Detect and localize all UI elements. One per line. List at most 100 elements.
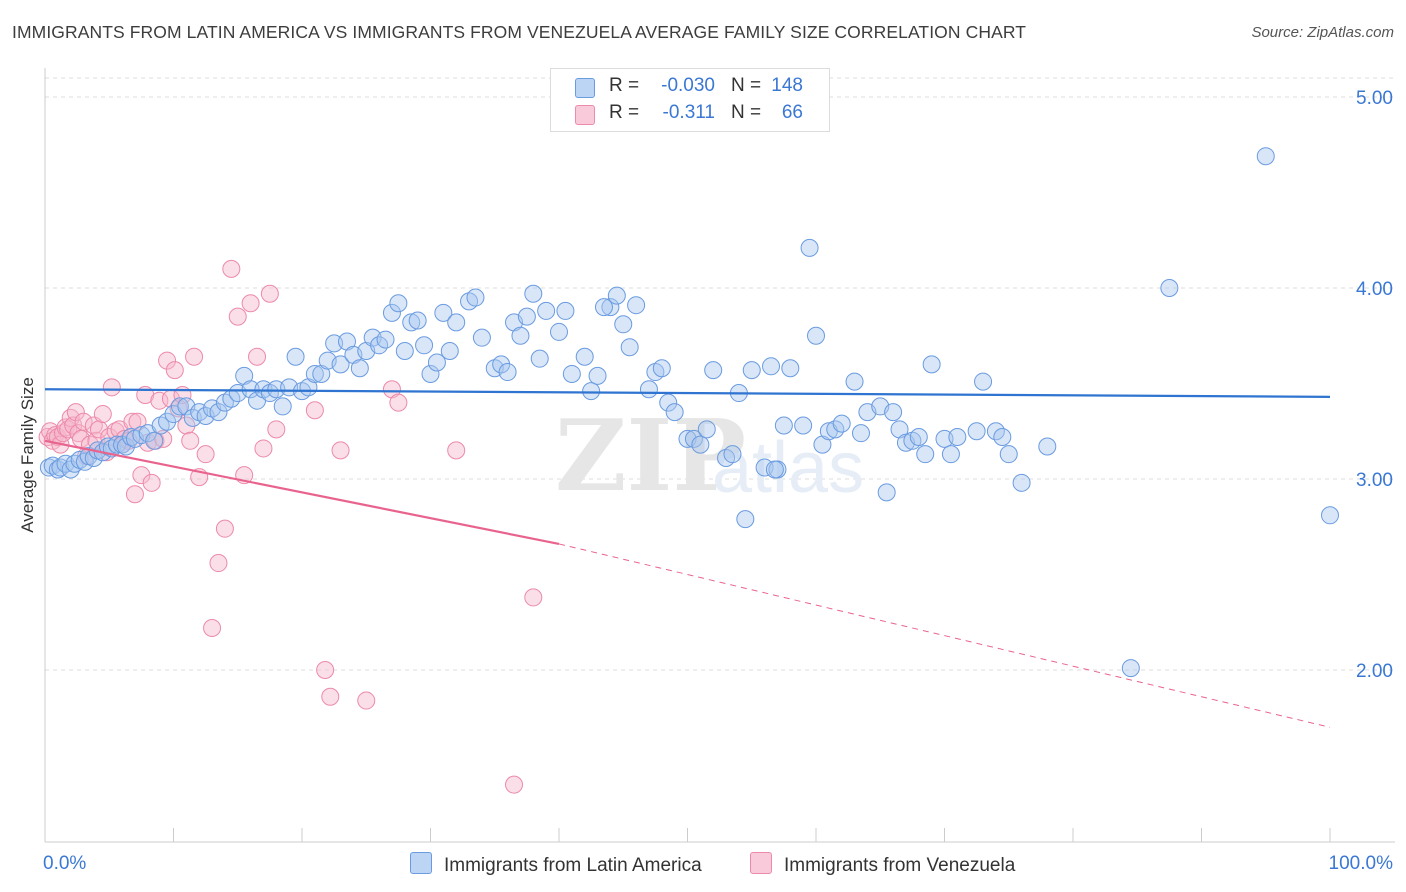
data-point-venezuela [215,519,234,538]
data-point-latin-america [466,288,485,307]
data-point-latin-america [639,380,658,399]
data-point-latin-america [665,403,684,422]
data-point-latin-america [170,397,189,416]
data-point-latin-america [116,437,135,456]
data-point-venezuela [123,412,142,431]
x-tick-label-min: 0.0% [43,853,86,874]
trend-lines [44,388,1331,728]
y-tick-label: 3.00 [1356,470,1393,491]
data-point-latin-america [537,301,556,320]
trend-line-latin-america [44,388,1331,398]
data-point-latin-america [472,328,491,347]
watermark-atlas: atlas [712,428,864,508]
data-point-venezuela [241,294,260,313]
data-point-venezuela [203,618,222,637]
data-point-latin-america [832,414,851,433]
legend-row-venezuela: R = -0.311 N = 66 [551,100,829,128]
data-point-latin-america [774,416,793,435]
data-point-venezuela [209,554,228,573]
data-point-latin-america [781,359,800,378]
source-note: Source: ZipAtlas.com [1251,24,1394,41]
data-point-venezuela [222,259,241,278]
data-point-venezuela [524,588,543,607]
data-point-venezuela [177,416,196,435]
data-point-latin-america [999,445,1018,464]
data-point-venezuela [181,431,200,450]
data-point-latin-america [974,372,993,391]
data-point-venezuela [74,412,93,431]
data-point-venezuela [196,445,215,464]
data-point-latin-america [434,303,453,322]
bottom-legend-venezuela: Immigrants from Venezuela [750,852,1015,877]
bottom-legend-swatch-pink [750,852,772,874]
data-point-latin-america [331,355,350,374]
data-point-latin-america [421,364,440,383]
legend-swatch-blue [575,78,595,98]
data-point-venezuela [102,378,121,397]
data-point-latin-america [1160,279,1179,297]
data-point-latin-america [440,342,459,361]
data-point-latin-america [948,427,967,446]
data-point-venezuela [150,391,169,410]
data-point-latin-america [550,322,568,341]
chart-title: IMMIGRANTS FROM LATIN AMERICA VS IMMIGRA… [12,22,1027,42]
data-point-latin-america [402,313,421,332]
data-point-latin-america [941,445,960,464]
data-point-venezuela [260,284,279,303]
data-point-latin-america [765,460,784,479]
legend-n-value: 66 [781,102,803,123]
data-point-venezuela [316,661,335,679]
data-point-venezuela [505,775,524,794]
data-point-latin-america [389,294,408,313]
data-point-latin-america [427,353,446,372]
bottom-legend-latin-america: Immigrants from Latin America [410,852,702,877]
data-point-venezuela [267,420,286,439]
legend-n-label: N = [731,102,762,123]
legend-r-label: R = [609,102,640,123]
data-point-venezuela [158,351,177,370]
y-tick-label: 2.00 [1356,661,1393,682]
data-point-latin-america [697,420,716,439]
legend-n-label: N = [731,75,762,96]
data-point-latin-america [492,355,511,374]
legend-n-value: 148 [771,75,803,96]
data-point-latin-america [916,445,935,464]
data-point-latin-america [614,315,633,334]
series-latin-america [39,147,1339,678]
correlation-legend: R = -0.030 N = 148 R = -0.311 N = 66 [550,68,830,132]
data-point-latin-america [305,364,324,383]
data-point-latin-america [794,416,813,435]
legend-swatch-pink [575,105,595,125]
data-point-latin-america [286,347,305,366]
data-point-latin-america [209,403,228,422]
watermark-zip: ZIP [555,399,746,514]
data-point-latin-america [1321,506,1339,525]
data-point-latin-america [517,307,536,326]
data-point-latin-america [800,238,819,257]
data-point-venezuela [447,441,466,460]
data-point-latin-america [158,412,177,431]
bottom-legend-swatch-blue [410,852,432,874]
data-point-latin-america [993,427,1012,446]
data-point-latin-america [107,435,126,454]
data-point-latin-america [659,393,678,412]
watermark: ZIP atlas [555,399,864,514]
legend-r-value: -0.030 [661,75,715,96]
data-point-latin-america [627,296,646,315]
y-tick-label: 4.00 [1356,279,1393,300]
data-point-latin-america [851,424,870,443]
data-point-latin-america [376,330,395,349]
data-point-latin-america [967,422,986,441]
legend-row-latin-america: R = -0.030 N = 148 [551,73,829,101]
data-point-venezuela [125,485,144,504]
data-point-venezuela [389,393,408,412]
data-point-latin-america [691,435,710,454]
data-point-latin-america [607,286,626,305]
data-point-latin-america [742,361,761,380]
data-point-latin-america [524,284,543,303]
data-point-latin-america [922,355,941,374]
data-point-latin-america [736,510,755,529]
data-point-venezuela [305,401,324,420]
data-point-latin-america [530,349,549,368]
data-point-latin-america [588,366,607,385]
